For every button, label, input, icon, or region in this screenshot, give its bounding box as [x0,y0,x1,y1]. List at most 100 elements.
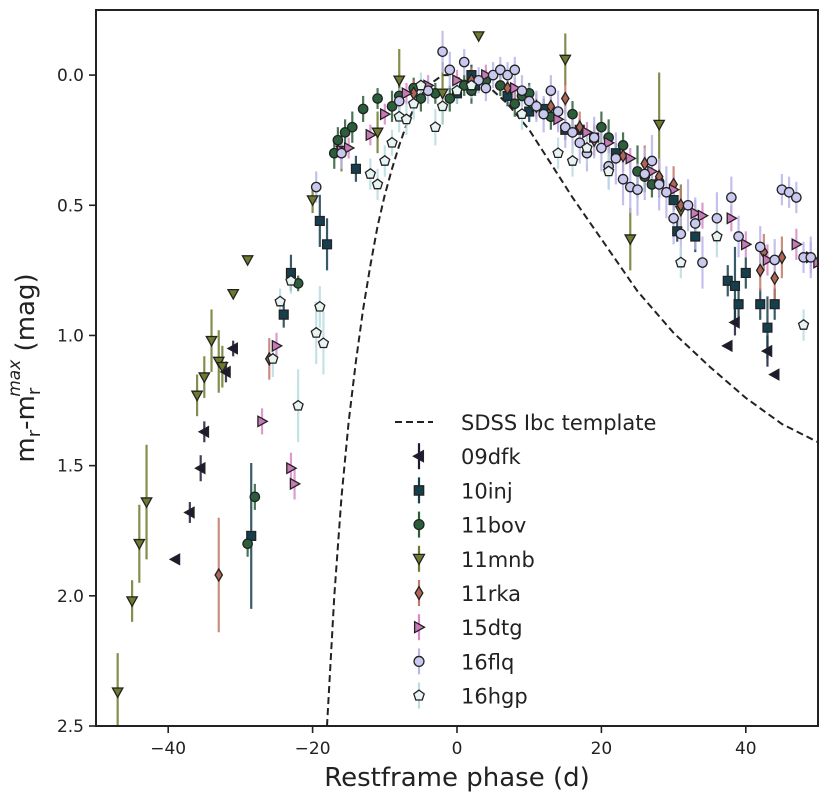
point-16flq [473,74,484,86]
point-15dtg [740,238,753,251]
point-16flq [567,127,578,138]
point-10inj [246,530,257,542]
point-16flq [632,184,643,195]
legend-marker-09dfk [412,449,425,463]
point-16flq [617,173,629,185]
y-axis-title-tail: (mag) [11,273,41,359]
point-11rka [770,270,780,286]
point-15dtg [603,136,616,150]
point-15dtg [762,253,774,267]
point-16flq [769,254,781,266]
point-15dtg [509,81,522,95]
point-10inj [755,299,766,310]
point-11mnb [623,234,637,246]
point-10inj [740,267,751,279]
point-15dtg [343,141,356,155]
point-16flq [805,252,817,263]
point-11rka [560,91,570,106]
point-11bov [332,134,344,146]
point-16flq [393,95,405,107]
legend-label-11mnb: 11mnb [461,548,535,572]
point-16flq [509,64,521,76]
point-16flq [668,212,679,224]
point-11mnb [392,75,406,87]
point-16flq [646,155,658,167]
point-11mnb [205,335,218,348]
point-11mnb [125,596,139,608]
markers-layer [111,31,818,699]
point-15dtg [286,461,298,475]
point-11mnb [558,54,572,67]
point-11rka [777,250,787,265]
legend-marker-16flq [413,655,425,668]
legend-marker-11rka [414,585,424,601]
point-16hgp [400,113,413,125]
y-axis-title-sup: max [5,359,25,397]
point-16flq [588,132,600,143]
point-11mnb [306,195,319,207]
point-16hgp [581,141,593,153]
point-16flq [574,137,586,149]
point-16flq [610,153,622,164]
y-axis-title-sub1: r [24,429,45,437]
point-16flq [523,95,535,107]
point-09dfk [768,368,780,381]
x-tick-label: 20 [591,739,613,759]
point-16flq [437,46,448,57]
x-tick-label: −40 [150,739,186,759]
point-16flq [480,82,492,94]
point-15dtg [791,238,803,251]
legend-marker-10inj [413,485,425,496]
point-11mnb [216,361,229,374]
point-15dtg [690,206,702,220]
point-16flq [653,179,665,190]
legend: SDSS Ibc template 09dfk 10inj 11bov 11mnb 11r… [395,411,656,709]
point-16flq [697,257,708,268]
legend-label-15dtg: 15dtg [461,616,523,640]
y-tick-label: 1.5 [57,457,84,477]
point-11bov [372,93,383,104]
point-16hgp [407,97,420,109]
point-16hgp [292,399,304,411]
point-11bov [346,121,358,133]
point-16hgp [465,79,478,91]
point-16hgp [429,121,442,133]
point-16flq [682,199,694,211]
point-16hgp [317,337,330,349]
point-15dtg [726,211,738,225]
point-16hgp [314,300,326,312]
point-15dtg [582,126,594,139]
point-16flq [516,85,528,97]
point-16flq [689,218,701,229]
point-16flq [783,186,795,198]
point-11mnb [472,31,485,43]
legend-label-11rka: 11rka [461,582,521,606]
point-11mnb [652,119,666,132]
point-16flq [502,69,513,81]
x-tick-label: 0 [452,739,463,759]
point-10inj [668,194,679,206]
point-15dtg [379,107,392,121]
point-16flq [711,212,723,224]
point-11bov [415,93,427,104]
point-11mnb [436,88,449,100]
point-09dfk [226,342,238,355]
point-11rka [575,119,585,135]
point-15dtg [697,209,710,222]
legend-label-11bov: 11bov [461,514,526,538]
point-16hgp [797,318,810,330]
point-11mnb [140,497,153,509]
point-11bov [596,121,607,133]
point-16hgp [415,79,427,91]
point-16hgp [675,256,687,268]
legend-marker-11mnb [412,553,426,566]
legend-marker-15dtg [413,620,426,634]
point-16flq [458,56,470,68]
point-16flq [444,64,456,76]
point-11rka [755,263,765,278]
point-11bov [386,101,398,112]
point-10inj [769,299,780,310]
point-16hgp [552,147,564,159]
point-10inj [729,280,741,292]
point-15dtg [271,339,284,353]
